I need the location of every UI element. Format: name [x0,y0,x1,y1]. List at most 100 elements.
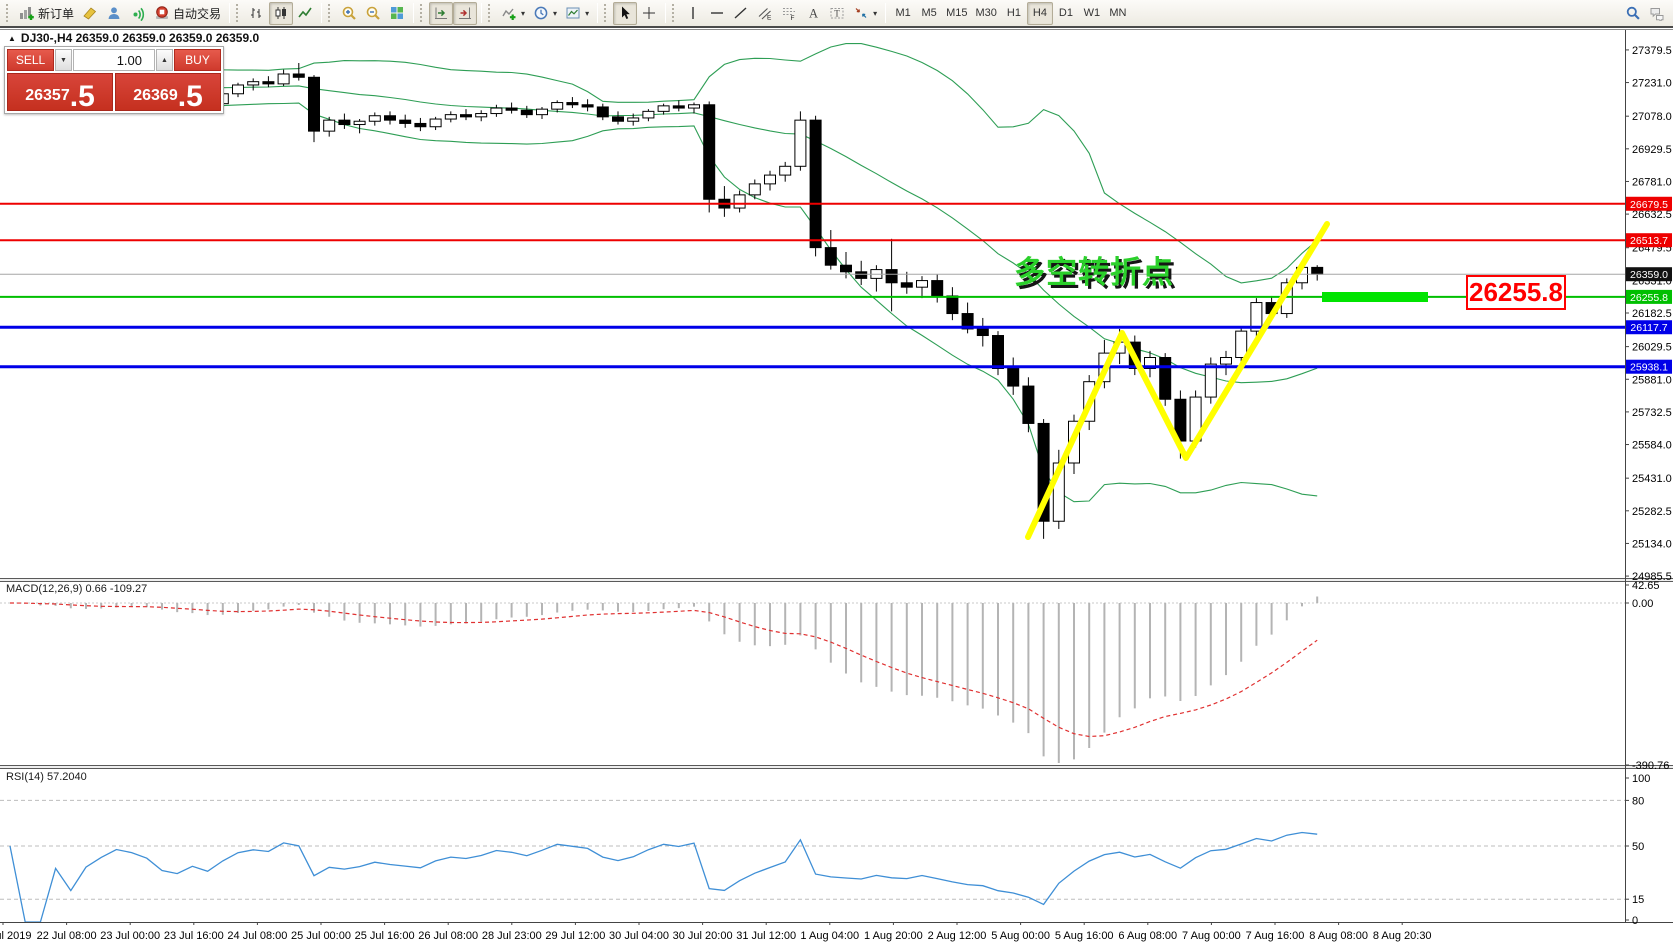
price-tick-label: 27078.0 [1632,111,1672,123]
fibonacci-retracement-button[interactable]: F [777,2,801,25]
timeframe-d1-button[interactable]: D1 [1058,7,1073,19]
equidistant-channel-button[interactable]: E [753,2,777,25]
timeframe-mn-button[interactable]: MN [1109,7,1127,19]
candle [1235,330,1248,359]
buy-price-int: 26369 [133,87,178,104]
chart-line-button[interactable] [293,2,317,25]
candle [855,271,868,279]
zoom-in-icon [341,5,357,21]
vertical-line-button[interactable] [681,2,705,25]
one-click-trading-panel: SELL ▼ 1.00 ▲ BUY 26357 .5 26369 .5 [4,46,224,114]
candle [551,102,564,110]
chart-shift-icon [457,5,473,21]
buy-price-button[interactable]: 26369 .5 [115,73,221,111]
time-axis-label: 31 Jul 12:00 [736,930,796,942]
timeframe-m5-button[interactable]: M5 [921,7,937,19]
buy-button[interactable]: BUY [174,49,221,71]
tile-windows-icon [389,5,405,21]
template-icon [565,5,581,21]
auto-trading-button[interactable]: 自动交易 [150,2,225,25]
main-toolbar: 新订单 自动交易 ▾ ▾ ▾ E F A T ▾ M1 M5 M15 M30 H1 H4 D1 W1 MN [0,0,1673,28]
toolbar-grip[interactable] [672,4,677,22]
chevron-down-icon: ▾ [521,8,526,18]
time-axis-label: 8 Aug 08:00 [1309,930,1368,942]
candle [490,107,503,115]
trendline-button[interactable] [729,2,753,25]
volume-input[interactable]: 1.00 [73,49,155,71]
toolbar-grip[interactable] [6,4,11,22]
tile-windows-button[interactable] [385,2,409,25]
volume-increase-button[interactable]: ▲ [156,49,173,71]
candle [444,114,457,120]
periods-button[interactable]: ▾ [529,2,561,25]
auto-scroll-button[interactable] [429,1,454,25]
chevron-down-icon: ▾ [873,8,878,18]
window-collapse-icon[interactable]: ▲ [8,33,16,43]
candle [247,81,260,86]
chart-candles-button[interactable] [269,1,294,25]
mql-editor-button[interactable] [78,2,102,25]
zoom-in-button[interactable] [337,2,361,25]
macd-panel [0,596,1625,763]
panel-separator[interactable] [0,765,1673,769]
price-tag-label: 26513.7 [1630,235,1668,247]
candle [292,73,305,78]
price-tag-label: 26679.5 [1630,199,1668,211]
toolbar-grip[interactable] [420,4,425,22]
sell-button[interactable]: SELL [7,49,54,71]
candle [1037,422,1050,522]
sell-price-button[interactable]: 26357 .5 [7,73,113,111]
price-tag [1626,289,1672,304]
new-order-button[interactable]: 新订单 [15,2,78,25]
timeframe-h4-button[interactable]: H4 [1026,1,1053,25]
toolbar-grip[interactable] [488,4,493,22]
turning-point-annotation[interactable]: 多空转折点 [1014,255,1174,290]
candle [976,328,989,337]
candle [1250,302,1263,332]
price-tag [1626,196,1672,211]
volume-decrease-button[interactable]: ▼ [55,49,72,71]
price-callout-box[interactable]: 26255.8 [1466,275,1566,310]
timeframe-w1-button[interactable]: W1 [1083,7,1101,19]
bollinger-band-lower [70,92,1318,503]
signals-button[interactable] [126,2,150,25]
chat-button[interactable] [1645,2,1669,25]
crosshair-button[interactable] [637,2,661,25]
panel-separator[interactable] [0,578,1673,582]
toolbar-grip[interactable] [236,4,241,22]
templates-button[interactable]: ▾ [561,2,593,25]
cursor-button[interactable] [613,1,638,25]
time-axis-label: 22 Jul 08:00 [37,930,97,942]
candle [627,117,640,122]
main-chart-panel [0,43,1625,540]
candle [703,104,716,200]
toolbar-grip[interactable] [328,4,333,22]
market-watch-button[interactable] [102,2,126,25]
timeframe-m1-button[interactable]: M1 [895,7,911,19]
text-button[interactable]: A [801,2,825,25]
zoom-out-button[interactable] [361,2,385,25]
rsi-panel [0,799,1625,922]
svg-text:A: A [809,7,818,21]
highlight-zone[interactable] [1322,292,1428,302]
toolbar-grip[interactable] [604,4,609,22]
zigzag-trendline[interactable] [1025,221,1330,540]
search-button[interactable] [1621,2,1645,25]
toolbar-separator [229,3,231,23]
timeframe-m30-button[interactable]: M30 [975,7,997,19]
candle [961,313,974,330]
macd-signal-line [9,602,1318,738]
chart-shift-button[interactable] [453,1,478,25]
horizontal-line-button[interactable] [705,2,729,25]
chevron-down-icon: ▾ [585,8,590,18]
timeframe-m15-button[interactable]: M15 [946,7,968,19]
candle [384,115,396,121]
text-label-button[interactable]: T [825,2,849,25]
toolbar-separator [413,3,415,23]
chart-bars-button[interactable] [245,2,269,25]
indicators-button[interactable]: ▾ [497,2,529,25]
arrow-objects-button[interactable]: ▾ [849,2,881,25]
candle [460,114,472,118]
timeframe-h1-button[interactable]: H1 [1006,7,1021,19]
candle [1159,357,1172,400]
